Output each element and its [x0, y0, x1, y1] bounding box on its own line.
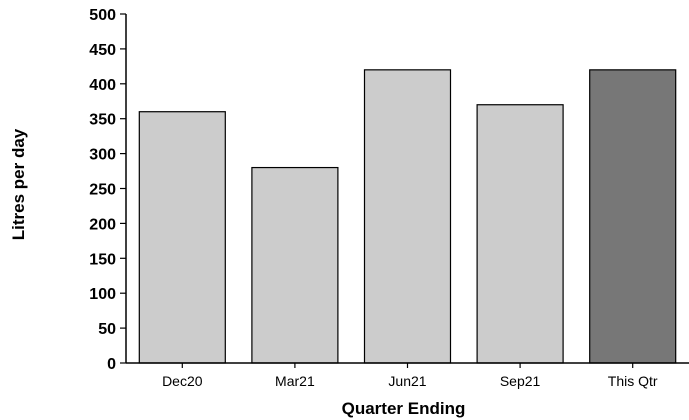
y-tick-label: 400 [89, 77, 116, 94]
bar-sep21 [476, 104, 564, 364]
x-axis-ticks: Dec20 Mar21 Jun21 Sep21 This Qtr [162, 363, 658, 389]
bar-this-qtr [589, 69, 677, 364]
bar-jun21 [363, 69, 452, 364]
bar-mar21 [251, 166, 339, 364]
y-tick-label: 100 [89, 286, 116, 303]
y-tick-label: 200 [89, 216, 116, 233]
y-axis-ticks: 0 50 100 150 200 250 300 350 400 450 500 [89, 7, 126, 373]
x-axis-title: Quarter Ending [342, 399, 466, 418]
y-tick-label: 300 [89, 147, 116, 164]
y-tick-label: 250 [89, 182, 116, 199]
x-tick-label: Dec20 [162, 373, 203, 389]
x-tick-label: Jun21 [388, 373, 426, 389]
y-tick-label: 50 [98, 321, 116, 338]
y-tick-label: 0 [107, 356, 116, 373]
x-tick-label: Sep21 [500, 373, 541, 389]
x-tick-label: Mar21 [275, 373, 315, 389]
plot-area [138, 69, 677, 364]
y-axis-title: Litres per day [9, 128, 28, 240]
y-tick-label: 350 [89, 112, 116, 129]
y-tick-label: 450 [89, 42, 116, 59]
x-tick-label: This Qtr [608, 373, 658, 389]
y-tick-label: 500 [89, 7, 116, 24]
bar-dec20 [138, 111, 226, 364]
y-tick-label: 150 [89, 251, 116, 268]
